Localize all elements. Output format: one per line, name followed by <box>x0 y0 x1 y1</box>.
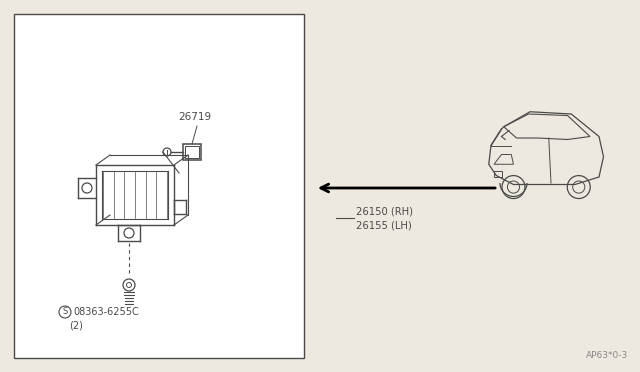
Bar <box>14 14 304 358</box>
Text: 26719: 26719 <box>179 112 212 122</box>
Text: (2): (2) <box>69 321 83 331</box>
Text: S: S <box>62 308 68 317</box>
Bar <box>185 146 199 158</box>
Text: 26155 (LH): 26155 (LH) <box>356 220 412 230</box>
Text: AP63*0-3: AP63*0-3 <box>586 351 628 360</box>
Bar <box>183 144 201 160</box>
Bar <box>493 171 502 177</box>
Text: 26150 (RH): 26150 (RH) <box>356 206 413 216</box>
Text: 08363-6255C: 08363-6255C <box>73 307 139 317</box>
